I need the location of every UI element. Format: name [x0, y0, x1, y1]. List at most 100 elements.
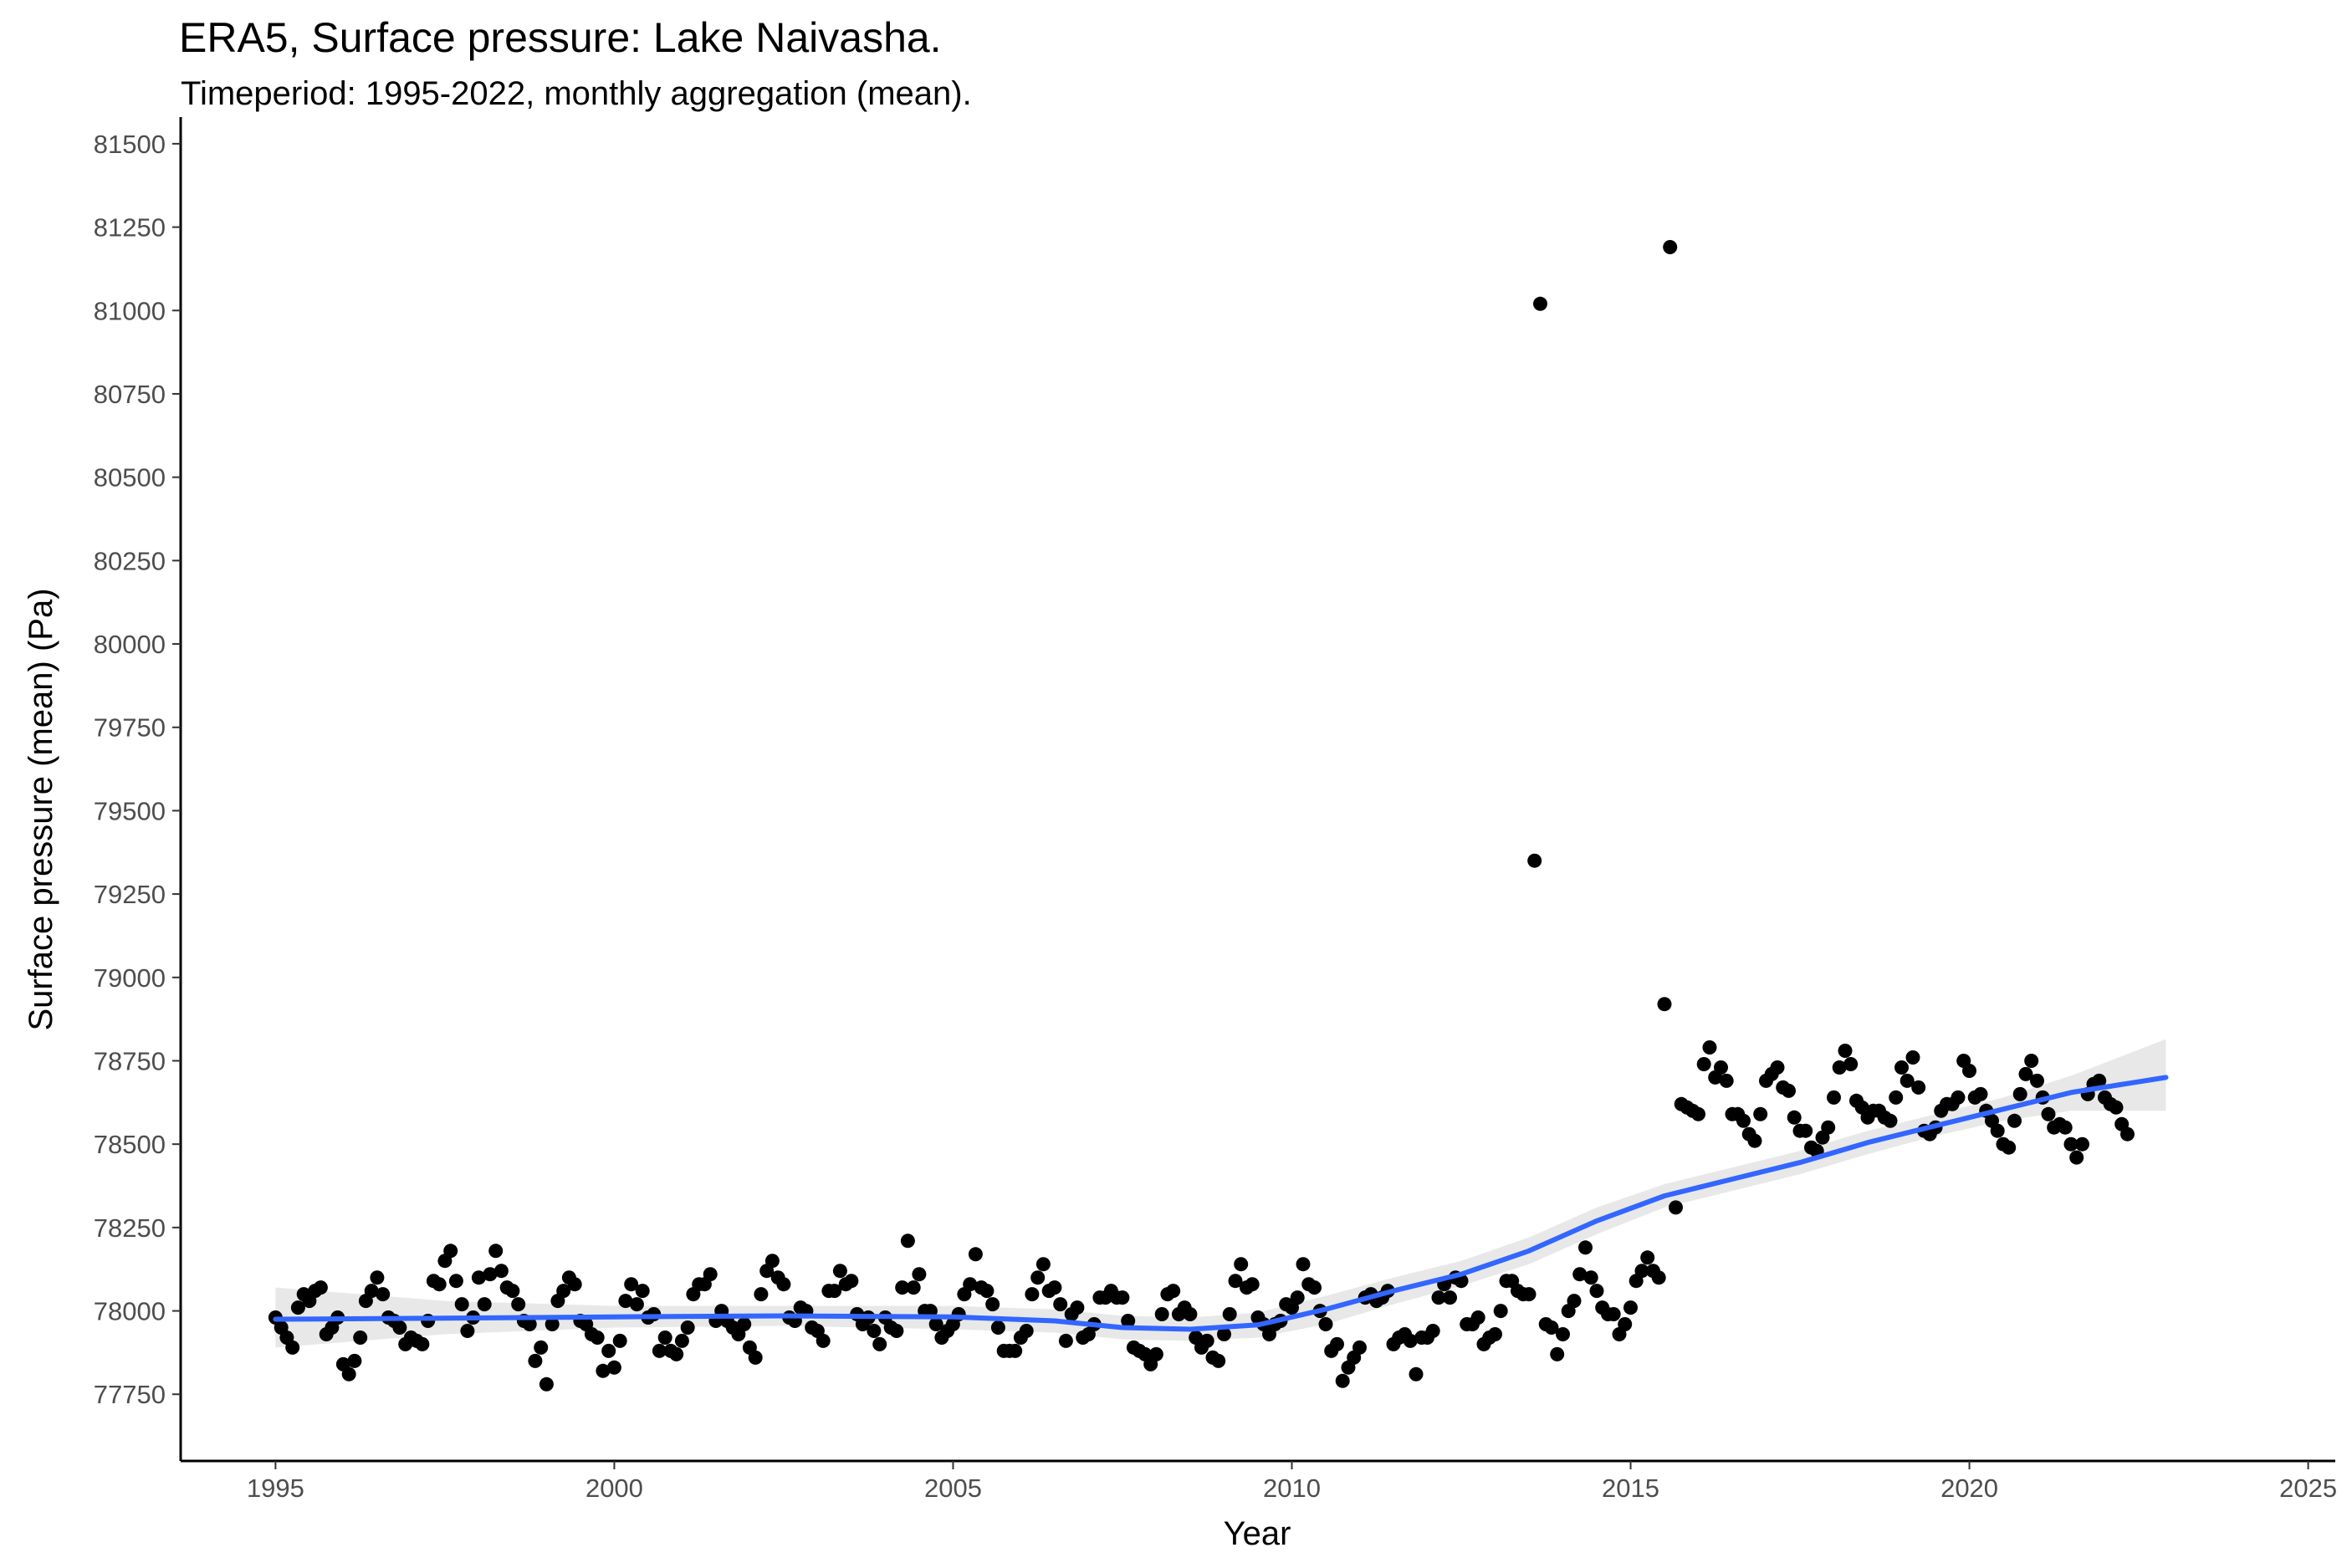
- y-tick-label: 80750: [94, 380, 166, 409]
- x-tick-label: 2000: [585, 1474, 643, 1503]
- data-point: [776, 1277, 791, 1292]
- data-point: [1973, 1086, 1988, 1101]
- y-tick-label: 78500: [94, 1130, 166, 1159]
- data-point: [827, 1284, 842, 1299]
- data-point: [2092, 1073, 2107, 1088]
- y-tick-label: 80500: [94, 463, 166, 493]
- data-point: [1245, 1277, 1260, 1292]
- data-point: [370, 1270, 385, 1285]
- data-point: [590, 1331, 605, 1345]
- data-point: [1183, 1307, 1198, 1321]
- data-point: [1832, 1060, 1847, 1075]
- data-point: [1521, 1287, 1536, 1302]
- data-point: [1217, 1327, 1231, 1341]
- data-point: [979, 1284, 994, 1299]
- data-point: [703, 1267, 718, 1282]
- data-point: [1403, 1333, 1418, 1348]
- data-point: [1838, 1044, 1853, 1058]
- data-point: [2109, 1100, 2124, 1115]
- data-point: [669, 1346, 684, 1361]
- data-point: [528, 1353, 543, 1368]
- data-point: [1736, 1113, 1751, 1128]
- data-point: [612, 1333, 627, 1348]
- data-point: [1827, 1090, 1841, 1105]
- data-point: [1222, 1307, 1237, 1321]
- data-point: [1058, 1333, 1073, 1348]
- y-tick-label: 79750: [94, 713, 166, 743]
- data-point: [353, 1331, 368, 1345]
- data-point: [1889, 1090, 1904, 1105]
- data-point: [674, 1333, 689, 1348]
- data-point: [606, 1360, 621, 1375]
- data-point: [906, 1280, 921, 1295]
- data-point: [290, 1300, 305, 1315]
- data-point: [1030, 1270, 1046, 1285]
- data-point: [2024, 1054, 2039, 1068]
- axes-layer: 77750 78000 78250 78500 78750 79000 79250 79500…: [94, 117, 2337, 1503]
- data-point: [534, 1340, 549, 1355]
- data-point: [471, 1270, 486, 1285]
- data-point: [1843, 1057, 1859, 1071]
- data-point: [556, 1284, 571, 1299]
- y-tick-label: 81000: [94, 296, 166, 325]
- data-point: [618, 1294, 633, 1309]
- data-point: [443, 1244, 458, 1259]
- data-point: [1070, 1300, 1085, 1315]
- data-point: [415, 1336, 430, 1351]
- data-point: [1409, 1366, 1424, 1382]
- data-point: [1905, 1050, 1920, 1065]
- data-point: [900, 1233, 915, 1249]
- data-point: [1990, 1123, 2005, 1138]
- data-point: [2041, 1106, 2056, 1121]
- data-point: [1651, 1270, 1666, 1285]
- data-point: [2002, 1140, 2017, 1155]
- data-point: [1470, 1310, 1485, 1325]
- data-point: [1770, 1060, 1785, 1075]
- data-point: [754, 1287, 769, 1302]
- data-point: [2063, 1136, 2078, 1152]
- data-point: [1962, 1064, 1976, 1078]
- data-point: [1618, 1317, 1633, 1331]
- data-point: [1019, 1324, 1034, 1338]
- data-point: [511, 1297, 526, 1312]
- data-point: [1025, 1287, 1040, 1302]
- data-point: [488, 1244, 504, 1259]
- data-point: [635, 1284, 650, 1299]
- data-point: [1330, 1336, 1344, 1351]
- data-point: [629, 1297, 644, 1312]
- data-point: [483, 1267, 498, 1282]
- data-point: [1544, 1320, 1559, 1335]
- x-axis-title: Year: [1224, 1515, 1291, 1552]
- data-point: [1527, 853, 1542, 868]
- data-point: [2012, 1086, 2027, 1101]
- data-point: [968, 1247, 983, 1262]
- data-point: [844, 1274, 859, 1289]
- data-point: [313, 1280, 328, 1295]
- data-point: [1431, 1290, 1446, 1305]
- data-point: [1899, 1073, 1915, 1088]
- data-point: [1634, 1264, 1649, 1279]
- data-point: [680, 1320, 695, 1335]
- y-tick-label: 79250: [94, 880, 166, 909]
- data-point: [1696, 1057, 1711, 1071]
- data-point: [1572, 1267, 1588, 1282]
- data-point: [376, 1287, 391, 1302]
- data-point: [567, 1277, 582, 1292]
- data-point: [1352, 1340, 1367, 1355]
- data-point: [1047, 1280, 1062, 1295]
- data-point: [889, 1324, 904, 1338]
- data-point: [1115, 1290, 1130, 1305]
- data-point: [1747, 1133, 1762, 1148]
- data-point: [895, 1280, 910, 1295]
- data-point: [1533, 296, 1547, 311]
- data-point: [1883, 1113, 1898, 1128]
- data-point: [624, 1277, 639, 1292]
- x-tick-label: 2005: [924, 1474, 982, 1503]
- data-point: [2058, 1120, 2073, 1135]
- y-tick-label: 80250: [94, 546, 166, 575]
- data-point: [1606, 1307, 1621, 1321]
- data-point: [341, 1366, 356, 1382]
- y-tick-label: 78750: [94, 1046, 166, 1075]
- data-point: [872, 1336, 887, 1351]
- data-point: [1714, 1060, 1728, 1075]
